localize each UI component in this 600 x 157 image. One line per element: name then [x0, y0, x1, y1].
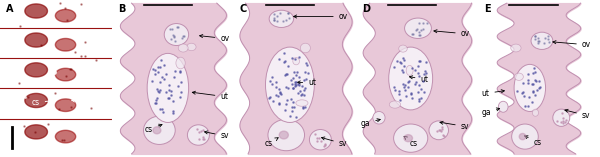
Text: sv: sv [565, 109, 590, 120]
Ellipse shape [279, 131, 289, 139]
Polygon shape [25, 63, 47, 77]
Text: C: C [240, 4, 247, 14]
Ellipse shape [164, 24, 188, 46]
Text: sv: sv [205, 131, 229, 140]
Polygon shape [25, 125, 47, 139]
Ellipse shape [514, 73, 523, 80]
Text: ov: ov [293, 12, 348, 21]
Ellipse shape [268, 119, 305, 151]
Text: D: D [362, 4, 370, 14]
Polygon shape [55, 130, 76, 143]
Ellipse shape [389, 101, 401, 108]
Ellipse shape [519, 133, 526, 140]
Ellipse shape [404, 18, 431, 38]
Ellipse shape [404, 135, 413, 142]
Ellipse shape [406, 65, 413, 76]
Ellipse shape [187, 43, 196, 51]
Ellipse shape [511, 44, 521, 52]
Text: sv: sv [322, 137, 347, 148]
Text: ut: ut [71, 98, 101, 107]
Ellipse shape [389, 47, 433, 110]
Text: cs: cs [264, 138, 278, 148]
Ellipse shape [553, 109, 570, 126]
Ellipse shape [187, 125, 209, 145]
Ellipse shape [176, 57, 185, 69]
Polygon shape [55, 9, 76, 22]
Ellipse shape [512, 124, 538, 149]
Text: ga: ga [481, 108, 500, 117]
Ellipse shape [153, 127, 161, 134]
Ellipse shape [499, 101, 508, 112]
Polygon shape [55, 68, 76, 81]
Ellipse shape [147, 53, 188, 122]
Ellipse shape [296, 100, 308, 106]
Polygon shape [25, 93, 47, 108]
Ellipse shape [310, 130, 331, 150]
Text: ov: ov [434, 29, 470, 38]
Text: cs: cs [32, 98, 55, 107]
Ellipse shape [143, 116, 175, 144]
Text: ga: ga [361, 119, 380, 128]
Ellipse shape [531, 32, 553, 49]
Text: ut: ut [409, 75, 428, 84]
Ellipse shape [265, 47, 314, 122]
Text: ut: ut [193, 91, 229, 101]
Ellipse shape [399, 45, 407, 52]
Text: B: B [118, 4, 125, 14]
Text: ov: ov [200, 34, 229, 43]
Text: ov: ov [553, 40, 591, 49]
Text: A: A [5, 4, 13, 14]
Text: cs: cs [404, 136, 418, 148]
Polygon shape [25, 33, 47, 47]
Text: ut: ut [297, 78, 316, 87]
Ellipse shape [178, 44, 188, 52]
Ellipse shape [394, 124, 428, 152]
Ellipse shape [269, 10, 293, 27]
Ellipse shape [429, 121, 449, 140]
Ellipse shape [532, 109, 539, 116]
Polygon shape [25, 4, 47, 18]
Ellipse shape [373, 111, 385, 124]
Text: cs: cs [524, 136, 542, 147]
Ellipse shape [293, 57, 299, 65]
Text: ut: ut [481, 89, 505, 98]
Polygon shape [55, 99, 76, 111]
Text: E: E [484, 4, 490, 14]
Text: sv: sv [440, 121, 469, 131]
Ellipse shape [301, 43, 310, 53]
Text: cs: cs [145, 124, 162, 134]
Polygon shape [55, 38, 76, 51]
Ellipse shape [514, 64, 545, 111]
